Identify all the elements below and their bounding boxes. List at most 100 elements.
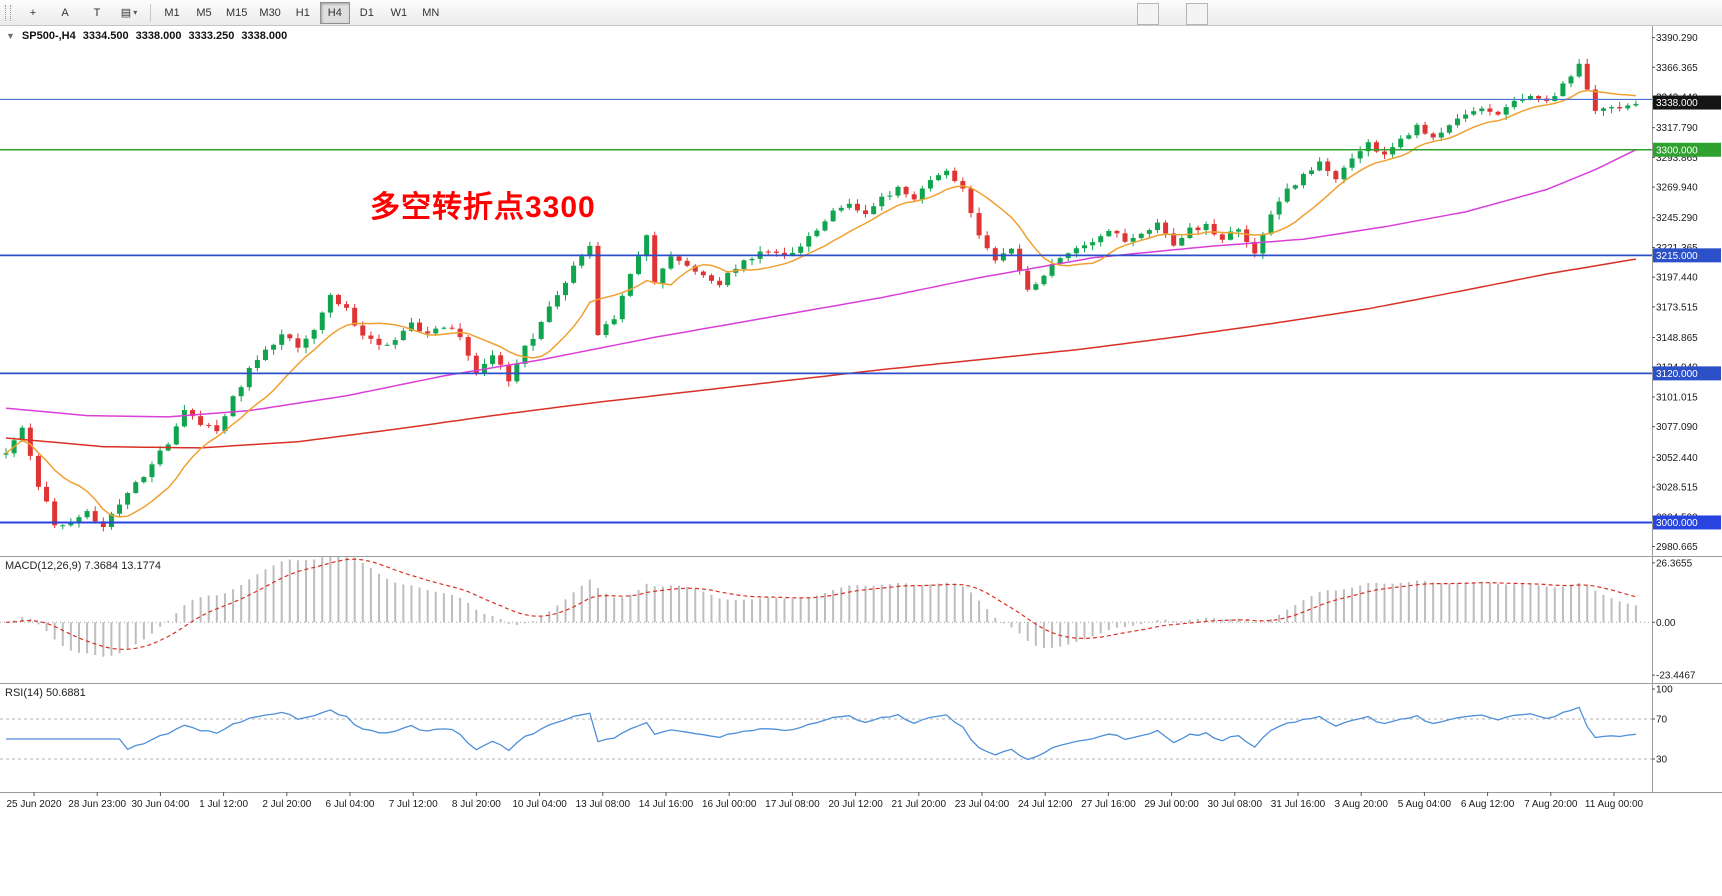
chart-symbol-header: ▼ SP500-,H4 3334.500 3338.000 3333.250 3… <box>6 30 287 42</box>
macd-layer <box>0 557 1652 657</box>
price-scale-label: 3245.290 <box>1656 213 1698 224</box>
main-toolbar: + A T ▤ ▾ M1 M5 M15 M30 H1 H4 D1 W1 MN <box>0 0 1722 26</box>
price-scale-label: 3197.440 <box>1656 273 1698 284</box>
chevron-down-icon: ▾ <box>133 7 138 17</box>
ohlc-high: 3338.000 <box>135 30 182 42</box>
timeframe-button-m5[interactable]: M5 <box>196 6 212 19</box>
time-axis-label: 17 Jul 08:00 <box>765 799 820 810</box>
timeframe-button-mn[interactable]: MN <box>422 6 440 19</box>
shapes-tool-button[interactable]: ▤ ▾ <box>120 6 138 19</box>
chart-plot-area[interactable] <box>0 27 1652 556</box>
price-scale-label: 3101.015 <box>1656 392 1698 403</box>
timeframe-button-w1[interactable]: W1 <box>390 6 408 19</box>
price-scale-label: 3173.515 <box>1656 302 1698 313</box>
level-badge-3000 <box>1653 515 1721 530</box>
symbol-timeframe-label: SP500-,H4 <box>21 30 76 42</box>
time-axis-label: 29 Jul 00:00 <box>1144 799 1199 810</box>
time-axis-label: 5 Aug 04:00 <box>1398 799 1452 810</box>
time-axis-label: 6 Aug 12:00 <box>1461 799 1515 810</box>
time-axis-label: 7 Jul 12:00 <box>389 799 438 810</box>
svg-text:3215.000: 3215.000 <box>1656 251 1698 262</box>
time-axis-label: 24 Jul 12:00 <box>1018 799 1073 810</box>
time-axis-label: 11 Aug 00:00 <box>1585 799 1644 810</box>
price-scale-label: 3052.440 <box>1656 453 1698 464</box>
macd-indicator-label: MACD(12,26,9) 7.3684 13.1774 <box>5 560 161 572</box>
macd-scale-label: -23.4467 <box>1656 671 1696 682</box>
toolbar-separator <box>150 3 151 22</box>
ma-fast-line <box>5 89 1636 518</box>
time-axis-label: 3 Aug 20:00 <box>1335 799 1389 810</box>
moving-averages-layer <box>5 89 1637 518</box>
rsi-indicator-label: RSI(14) 50.6881 <box>5 687 86 699</box>
ohlc-open: 3334.500 <box>82 30 129 42</box>
timeframe-button-m30[interactable]: M30 <box>259 6 281 19</box>
price-scale-label: 3269.940 <box>1656 183 1698 194</box>
ohlc-low: 3333.250 <box>188 30 235 42</box>
time-axis-label: 2 Jul 20:00 <box>262 799 311 810</box>
pointer-tool-button[interactable]: + <box>29 6 37 19</box>
time-axis-label: 21 Jul 20:00 <box>892 799 947 810</box>
time-axis-label: 30 Jul 08:00 <box>1208 799 1263 810</box>
svg-text:3300.000: 3300.000 <box>1656 145 1698 156</box>
toolbar-grip[interactable] <box>5 4 11 21</box>
rsi-scale-label: 100 <box>1656 685 1673 696</box>
timeframe-button-m15[interactable]: M15 <box>226 6 248 19</box>
level-badge-3120 <box>1653 366 1721 381</box>
price-badges: 3300.000 3215.000 3120.000 3000.000 3338.000 <box>1653 95 1721 530</box>
time-axis-label: 30 Jun 04:00 <box>131 799 189 810</box>
macd-scale-label: 0.00 <box>1656 618 1676 629</box>
horizontal-levels-layer[interactable] <box>0 98 1652 524</box>
time-axis-label: 6 Jul 04:00 <box>326 799 375 810</box>
time-axis-label: 7 Aug 20:00 <box>1524 799 1578 810</box>
rsi-scale-label: 70 <box>1656 715 1668 726</box>
time-axis[interactable]: 25 Jun 2020 28 Jun 23:00 30 Jun 04:00 1 Jul… <box>6 792 1644 810</box>
price-scale-label: 3077.090 <box>1656 422 1698 433</box>
svg-text:3338.000: 3338.000 <box>1656 98 1698 109</box>
price-scale-label: 3390.290 <box>1656 33 1698 44</box>
time-axis-label: 27 Jul 16:00 <box>1081 799 1136 810</box>
ma-mid-line <box>5 149 1637 418</box>
macd-pane[interactable] <box>0 558 1652 682</box>
timeframe-button-m1[interactable]: M1 <box>164 6 180 19</box>
macd-signal-line <box>5 558 1637 650</box>
svg-text:3120.000: 3120.000 <box>1656 369 1698 380</box>
one-click-trading-icon[interactable]: ▼ <box>6 31 15 41</box>
time-axis-label: 1 Jul 12:00 <box>199 799 248 810</box>
price-scale-label: 3148.865 <box>1656 333 1698 344</box>
chart-annotation[interactable]: 多空转折点3300 <box>370 191 596 224</box>
toolbar-button-misc-2[interactable] <box>1186 3 1208 25</box>
price-scale-label: 3028.515 <box>1656 483 1698 494</box>
timeframe-button-h4[interactable]: H4 <box>319 1 350 24</box>
rsi-layer <box>0 706 1652 761</box>
timeframe-button-d1[interactable]: D1 <box>359 6 374 19</box>
ma-slow-line <box>5 258 1637 449</box>
price-scale-label: 3293.865 <box>1656 153 1698 164</box>
rsi-line <box>6 706 1636 761</box>
toolbar-button-misc-1[interactable] <box>1137 3 1159 25</box>
level-badge-3300 <box>1653 142 1721 157</box>
time-axis-label: 20 Jul 12:00 <box>828 799 883 810</box>
time-axis-label: 8 Jul 20:00 <box>452 799 501 810</box>
svg-text:3000.000: 3000.000 <box>1656 518 1698 529</box>
price-scale-label: 3317.790 <box>1656 123 1698 134</box>
macd-scale-label: 26.3655 <box>1656 558 1693 569</box>
text-tool-button[interactable]: T <box>93 6 101 19</box>
text-label-tool-button[interactable]: A <box>61 6 69 19</box>
time-axis-label: 10 Jul 04:00 <box>512 799 567 810</box>
time-axis-label: 28 Jun 23:00 <box>68 799 126 810</box>
time-axis-label: 16 Jul 00:00 <box>702 799 757 810</box>
rsi-pane[interactable] <box>0 684 1652 792</box>
time-axis-label: 25 Jun 2020 <box>6 799 61 810</box>
time-axis-label: 14 Jul 16:00 <box>639 799 694 810</box>
ohlc-close: 3338.000 <box>241 30 288 42</box>
level-badge-3215 <box>1653 248 1721 263</box>
time-axis-label: 13 Jul 08:00 <box>576 799 631 810</box>
timeframe-button-h1[interactable]: H1 <box>295 6 310 19</box>
candles-layer <box>3 58 1639 532</box>
time-axis-label: 31 Jul 16:00 <box>1271 799 1326 810</box>
price-scale-label: 2980.665 <box>1656 542 1698 553</box>
current-price-badge <box>1653 95 1721 110</box>
rsi-scale-label: 30 <box>1656 755 1668 766</box>
time-axis-label: 23 Jul 04:00 <box>955 799 1010 810</box>
